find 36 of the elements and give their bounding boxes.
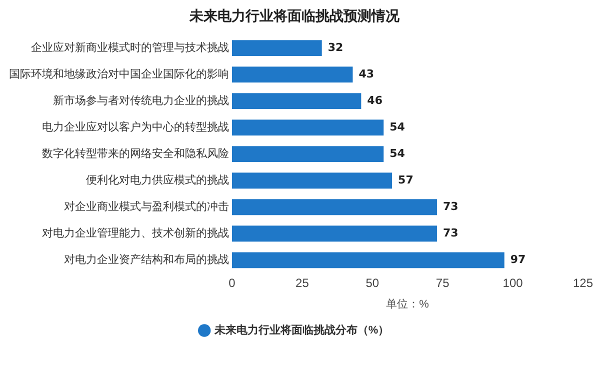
y-tick-label: 新市场参与者对传统电力企业的挑战 — [53, 94, 229, 108]
bar — [232, 120, 384, 136]
x-tick-label: 25 — [296, 276, 310, 290]
x-tick-label: 50 — [366, 276, 380, 290]
data-label: 97 — [510, 253, 526, 266]
y-tick-label: 数字化转型带来的网络安全和隐私风险 — [42, 147, 229, 160]
bar — [232, 252, 504, 268]
y-tick-label: 电力企业应对以客户为中心的转型挑战 — [42, 120, 229, 134]
y-tick-label: 便利化对电力供应模式的挑战 — [86, 174, 229, 187]
bar — [232, 172, 392, 189]
x-axis-title: 单位：% — [386, 297, 430, 310]
x-tick-label: 0 — [228, 276, 236, 290]
bar — [232, 199, 437, 216]
x-tick-label: 100 — [502, 276, 524, 290]
bar — [232, 146, 384, 162]
y-tick-label: 企业应对新商业模式时的管理与技术挑战 — [31, 41, 229, 54]
data-label: 73 — [442, 226, 458, 240]
y-tick-label: 对电力企业资产结构和布局的挑战 — [64, 253, 229, 266]
legend-label: 未来电力行业将面临挑战分布（%） — [213, 324, 390, 337]
data-label: 73 — [442, 200, 458, 213]
x-tick-label: 75 — [436, 276, 450, 290]
data-label: 43 — [358, 67, 374, 80]
data-label: 32 — [328, 40, 344, 54]
bar — [232, 66, 353, 83]
y-tick-label: 对电力企业管理能力、技术创新的挑战 — [42, 226, 229, 240]
y-tick-label: 对企业商业模式与盈利模式的冲击 — [64, 200, 229, 214]
bar — [232, 226, 437, 242]
chart-title: 未来电力行业将面临挑战预测情况 — [188, 7, 400, 24]
bar — [232, 93, 362, 110]
data-label: 46 — [367, 94, 383, 107]
bar — [232, 40, 322, 56]
data-label: 54 — [390, 146, 406, 160]
y-tick-label: 国际环境和地缘政治对中国企业国际化的影响 — [9, 68, 229, 81]
data-label: 54 — [390, 120, 406, 134]
x-tick-label: 125 — [572, 276, 594, 290]
data-label: 57 — [398, 173, 414, 186]
